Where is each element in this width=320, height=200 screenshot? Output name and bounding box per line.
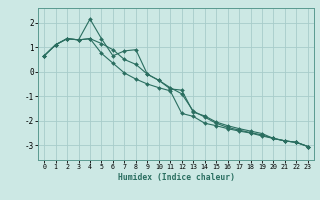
X-axis label: Humidex (Indice chaleur): Humidex (Indice chaleur) bbox=[117, 173, 235, 182]
